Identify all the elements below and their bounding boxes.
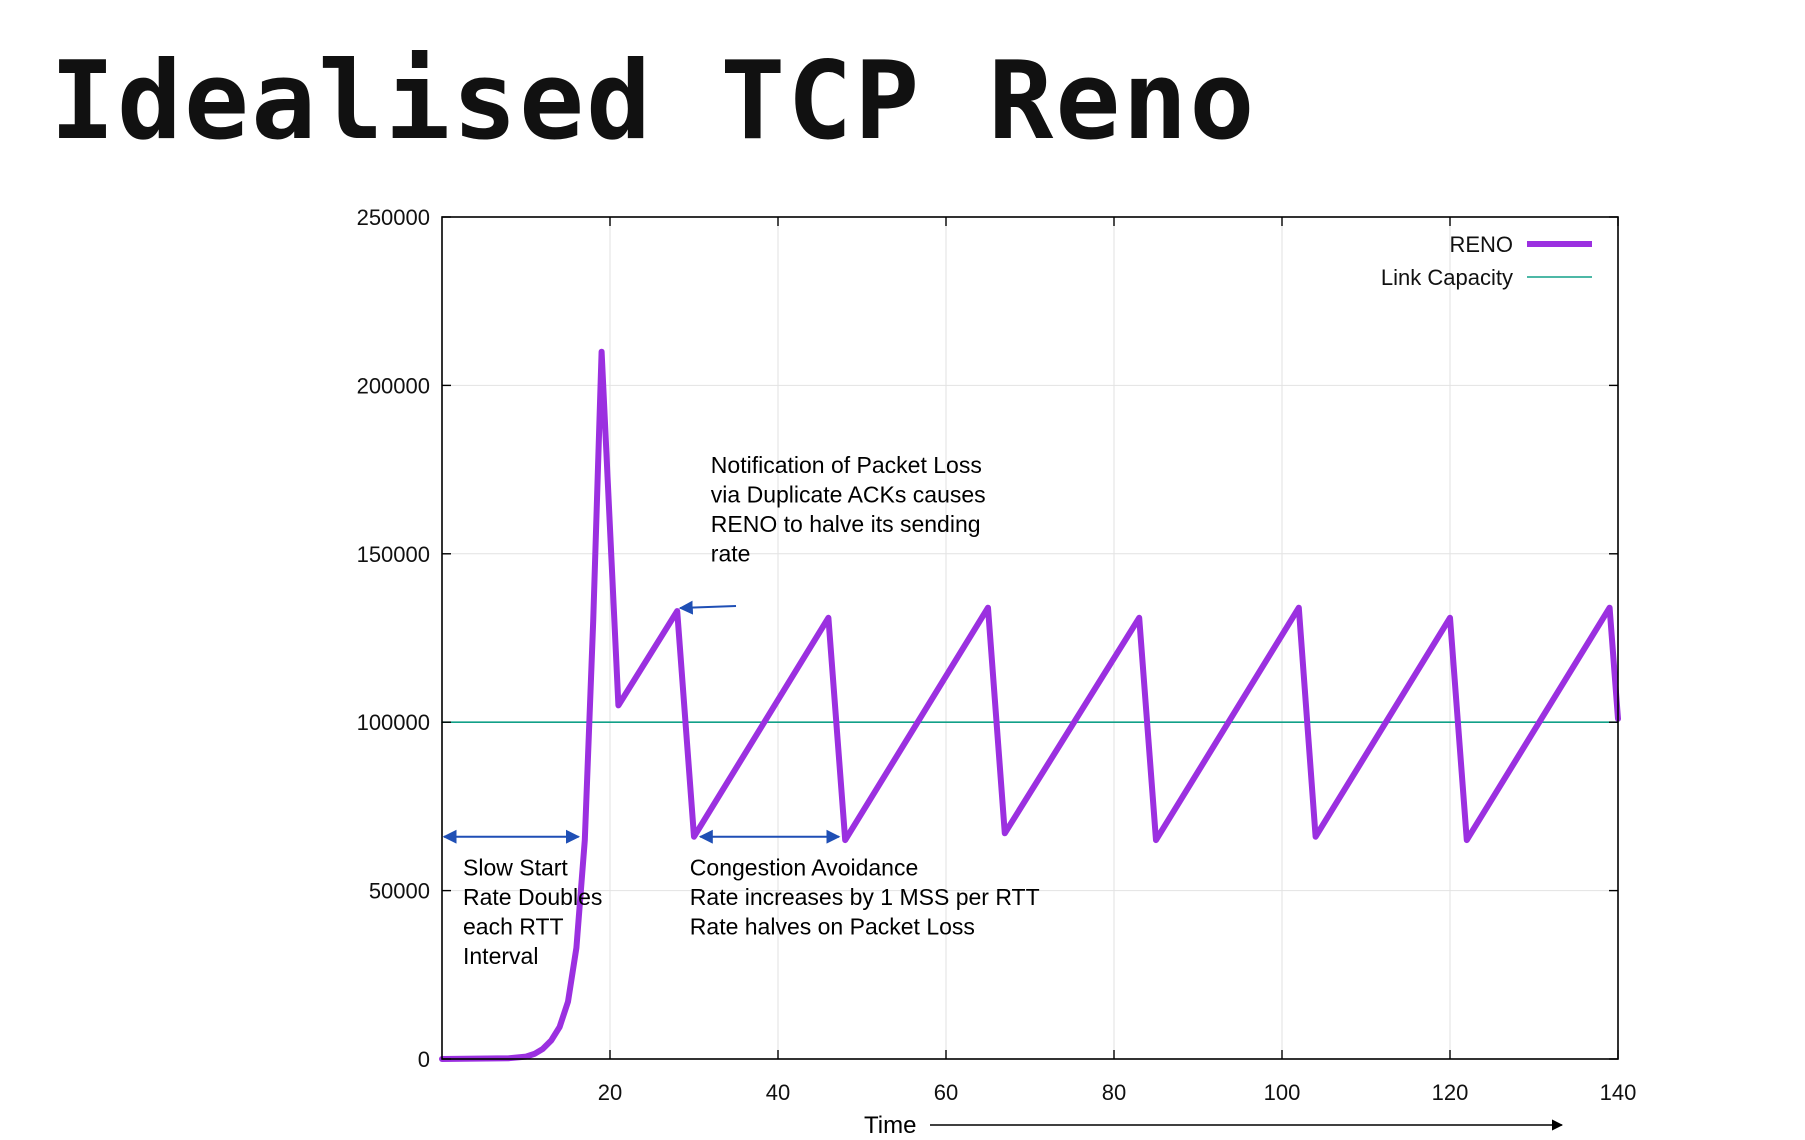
annotation-text-line: Rate Doubles: [463, 884, 602, 910]
x-axis-label: Time: [864, 1112, 916, 1139]
annotation-text-line: via Duplicate ACKs causes: [711, 481, 986, 507]
annotation-text-line: each RTT: [463, 913, 564, 939]
series-layer: [439, 348, 1621, 1062]
slide-title: Idealised TCP Reno: [50, 39, 1257, 164]
x-tick-label: 60: [934, 1080, 958, 1105]
annotation-packet-loss: Notification of Packet Loss via Duplicate…: [678, 452, 986, 615]
x-tick-label: 100: [1264, 1080, 1301, 1105]
series-line-reno: [439, 348, 1621, 1062]
y-tick-label: 0: [418, 1047, 430, 1072]
annotation-text-line: Rate increases by 1 MSS per RTT: [690, 884, 1040, 910]
annotation-text-line: RENO to halve its sending: [711, 511, 981, 537]
y-tick-label: 200000: [357, 373, 430, 398]
x-tick-label: 140: [1600, 1080, 1637, 1105]
x-tick-label: 40: [766, 1080, 790, 1105]
y-tick-label: 100000: [357, 710, 430, 735]
x-tick-label: 20: [598, 1080, 622, 1105]
grid: [442, 217, 1618, 1059]
annotations: Notification of Packet Loss via Duplicate…: [442, 452, 1040, 969]
annotation-text-line: Notification of Packet Loss: [711, 452, 982, 478]
legend-item-reno: RENO: [1449, 232, 1592, 257]
legend-label: Link Capacity: [1381, 265, 1513, 290]
axis-ticks: 20 40 60 80 100 120 140 0 50000 100000 150000 20000…: [357, 205, 1637, 1105]
y-tick-label: 50000: [369, 879, 430, 904]
annotation-text-line: rate: [711, 540, 751, 566]
annotation-text-line: Interval: [463, 943, 538, 969]
annotation-text-line: Slow Start: [463, 854, 568, 880]
annotation-text-line: Rate halves on Packet Loss: [690, 913, 975, 939]
y-tick-label: 150000: [357, 542, 430, 567]
x-axis-title: Time: [864, 1112, 1564, 1139]
x-tick-label: 80: [1102, 1080, 1126, 1105]
annotation-arrow: [678, 600, 737, 615]
y-tick-label: 250000: [357, 205, 430, 230]
annotation-congestion-avoidance: Congestion Avoidance Rate increases by 1 …: [690, 829, 1040, 939]
legend: RENO Link Capacity: [1381, 232, 1592, 290]
legend-label: RENO: [1449, 232, 1513, 257]
x-tick-label: 120: [1432, 1080, 1469, 1105]
plot-frame: [441, 216, 1619, 1060]
annotation-text-line: Congestion Avoidance: [690, 854, 918, 880]
legend-item-link-capacity: Link Capacity: [1381, 265, 1592, 290]
annotation-slow-start: Slow Start Rate Doubles each RTT Interval: [442, 829, 602, 969]
